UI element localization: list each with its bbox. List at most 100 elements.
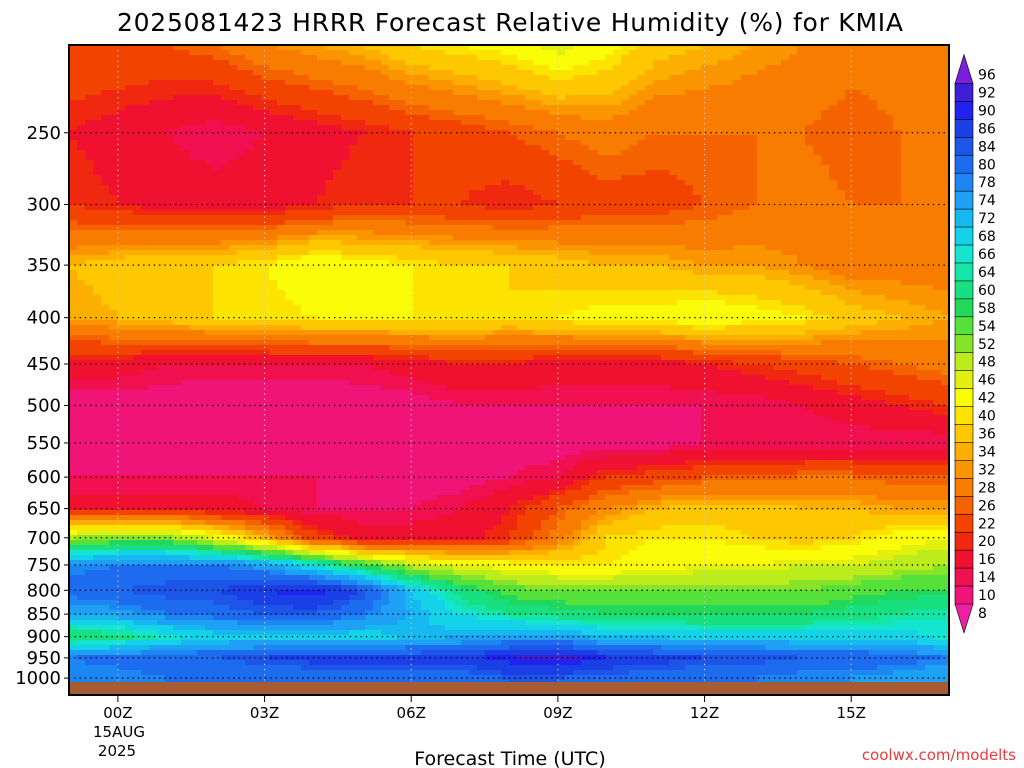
humidity-cell: [165, 235, 174, 241]
humidity-cell: [293, 230, 302, 236]
humidity-cell: [405, 270, 414, 276]
humidity-cell: [693, 255, 702, 261]
humidity-cell: [93, 150, 102, 156]
humidity-cell: [677, 150, 686, 156]
humidity-cell: [917, 160, 926, 166]
humidity-cell: [829, 165, 838, 171]
humidity-cell: [405, 250, 414, 256]
humidity-cell: [205, 45, 214, 51]
humidity-cell: [421, 230, 430, 236]
humidity-cell: [525, 45, 534, 51]
humidity-cell: [461, 190, 470, 196]
humidity-cell: [357, 65, 366, 71]
humidity-cell: [333, 180, 342, 186]
humidity-cell: [845, 125, 854, 131]
humidity-cell: [693, 95, 702, 101]
humidity-cell: [765, 150, 774, 156]
humidity-cell: [445, 160, 454, 166]
humidity-cell: [253, 50, 262, 56]
humidity-cell: [837, 210, 846, 216]
humidity-cell: [725, 220, 734, 226]
humidity-cell: [389, 100, 398, 106]
humidity-cell: [589, 70, 598, 76]
humidity-cell: [541, 110, 550, 116]
humidity-cell: [293, 260, 302, 266]
humidity-cell: [181, 215, 190, 221]
humidity-cell: [389, 250, 398, 256]
humidity-cell: [397, 120, 406, 126]
humidity-cell: [261, 55, 270, 61]
humidity-cell: [125, 55, 134, 61]
humidity-cell: [309, 230, 318, 236]
humidity-cell: [253, 225, 262, 231]
humidity-cell: [173, 235, 182, 241]
humidity-cell: [557, 155, 566, 161]
humidity-cell: [741, 240, 750, 246]
humidity-cell: [717, 245, 726, 251]
humidity-cell: [325, 140, 334, 146]
humidity-cell: [165, 115, 174, 121]
humidity-cell: [253, 265, 262, 271]
humidity-cell: [325, 170, 334, 176]
humidity-cell: [853, 150, 862, 156]
humidity-cell: [109, 140, 118, 146]
humidity-cell: [893, 140, 902, 146]
humidity-cell: [453, 190, 462, 196]
humidity-cell: [917, 260, 926, 266]
humidity-cell: [437, 50, 446, 56]
humidity-cell: [205, 195, 214, 201]
humidity-cell: [237, 210, 246, 216]
humidity-cell: [509, 245, 518, 251]
humidity-cell: [781, 220, 790, 226]
humidity-cell: [501, 170, 510, 176]
humidity-cell: [613, 120, 622, 126]
humidity-cell: [429, 200, 438, 206]
humidity-cell: [797, 230, 806, 236]
humidity-cell: [93, 175, 102, 181]
humidity-cell: [453, 130, 462, 136]
humidity-cell: [829, 190, 838, 196]
humidity-cell: [621, 180, 630, 186]
humidity-cell: [853, 220, 862, 226]
humidity-cell: [837, 60, 846, 66]
humidity-cell: [765, 210, 774, 216]
humidity-cell: [469, 160, 478, 166]
humidity-cell: [781, 100, 790, 106]
humidity-cell: [237, 235, 246, 241]
humidity-cell: [485, 85, 494, 91]
humidity-cell: [853, 110, 862, 116]
humidity-cell: [349, 155, 358, 161]
humidity-cell: [813, 185, 822, 191]
humidity-cell: [317, 245, 326, 251]
humidity-cell: [141, 185, 150, 191]
humidity-cell: [413, 140, 422, 146]
humidity-cell: [893, 190, 902, 196]
humidity-cell: [213, 170, 222, 176]
humidity-cell: [813, 215, 822, 221]
humidity-cell: [565, 180, 574, 186]
humidity-cell: [613, 240, 622, 246]
humidity-cell: [437, 140, 446, 146]
humidity-cell: [125, 60, 134, 66]
humidity-cell: [237, 155, 246, 161]
humidity-cell: [549, 195, 558, 201]
humidity-cell: [413, 100, 422, 106]
humidity-cell: [437, 170, 446, 176]
humidity-cell: [829, 65, 838, 71]
humidity-cell: [157, 135, 166, 141]
humidity-cell: [237, 175, 246, 181]
humidity-cell: [845, 50, 854, 56]
humidity-cell: [237, 270, 246, 276]
humidity-cell: [925, 100, 934, 106]
humidity-cell: [421, 150, 430, 156]
humidity-cell: [821, 210, 830, 216]
humidity-cell: [749, 75, 758, 81]
humidity-cell: [701, 190, 710, 196]
humidity-cell: [821, 175, 830, 181]
humidity-cell: [261, 85, 270, 91]
humidity-cell: [197, 110, 206, 116]
humidity-cell: [845, 245, 854, 251]
humidity-cell: [69, 50, 78, 56]
humidity-cell: [901, 50, 910, 56]
humidity-cell: [893, 185, 902, 191]
